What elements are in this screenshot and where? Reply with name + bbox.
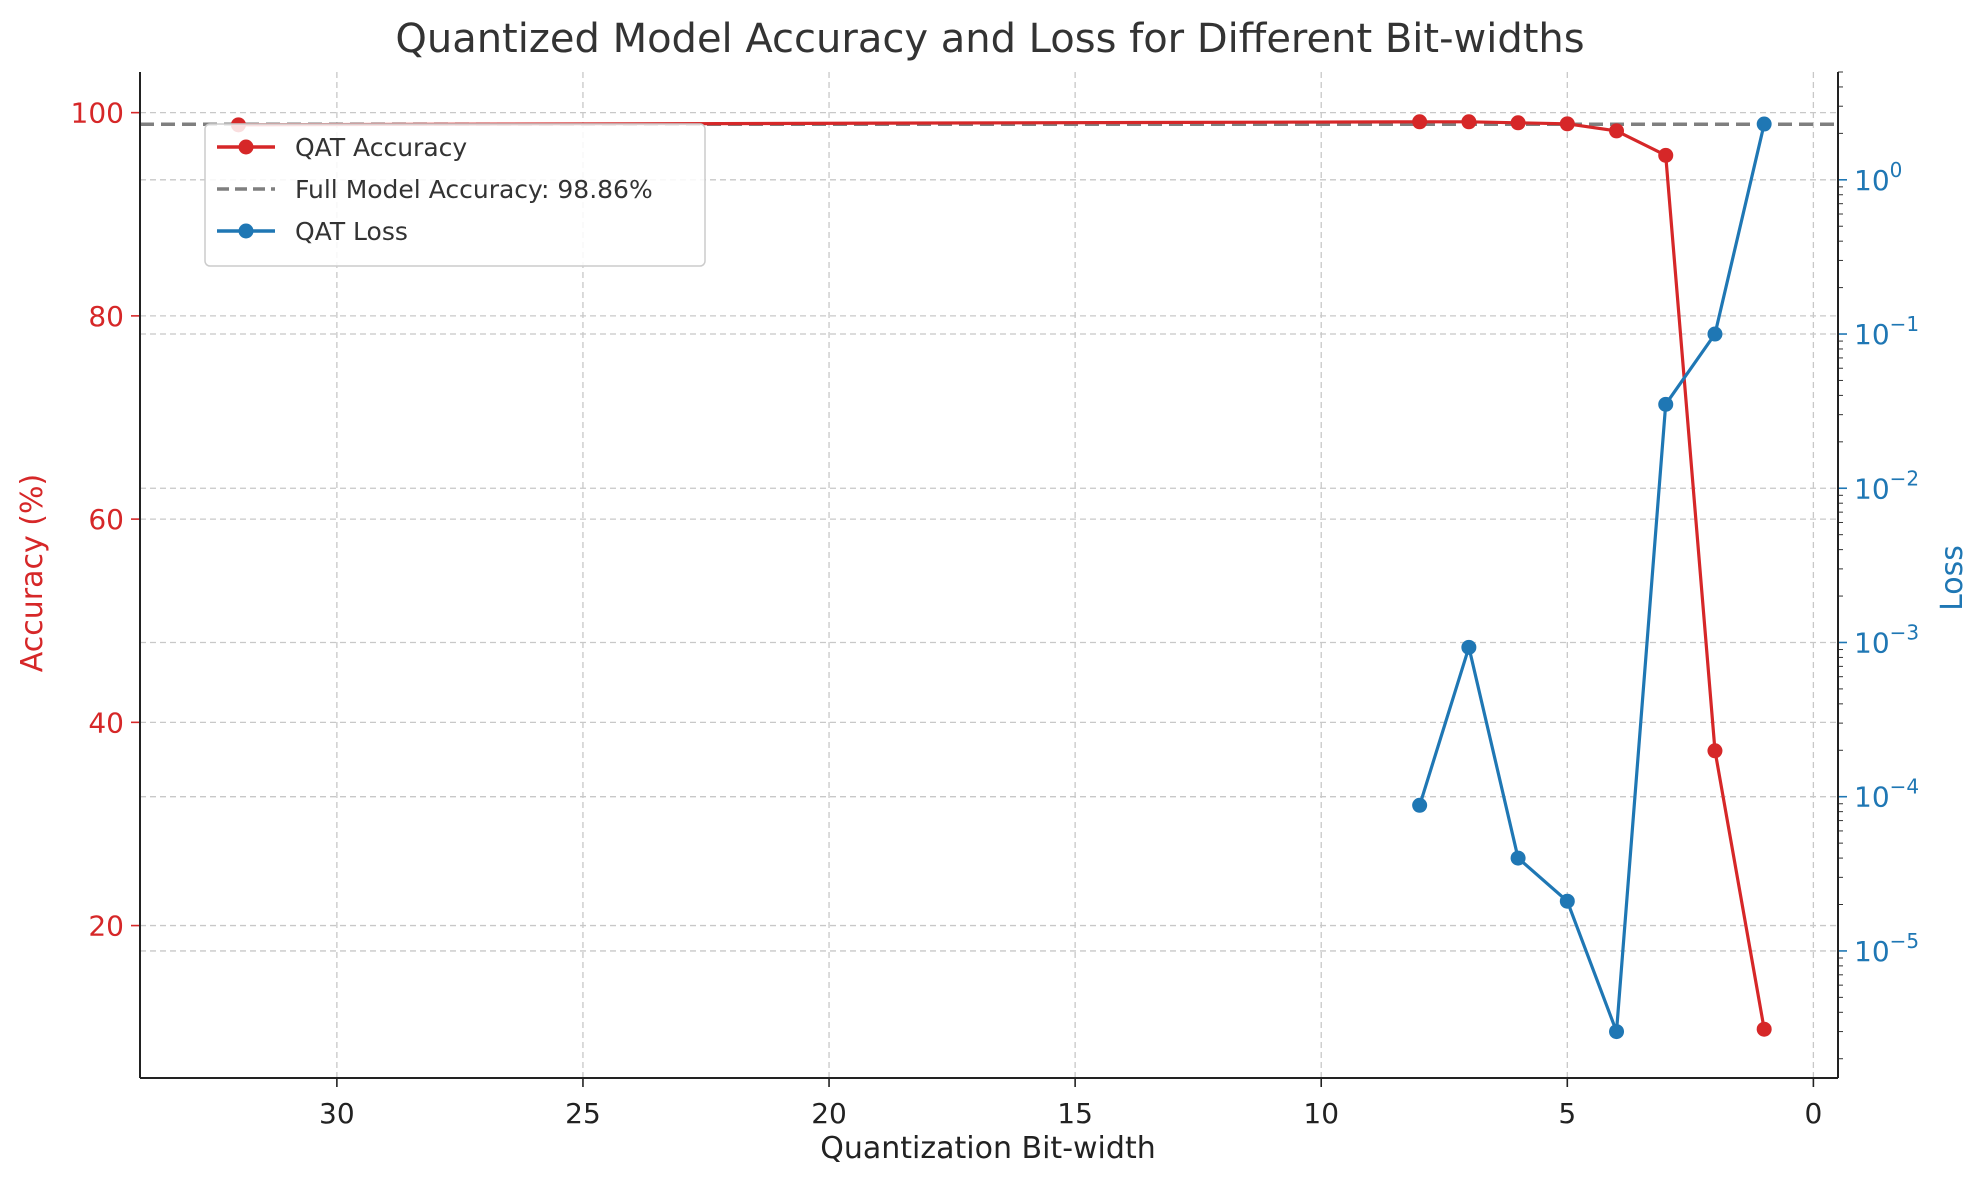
legend-swatch-marker (238, 223, 254, 239)
qat-loss-point (1461, 639, 1477, 655)
y-axis-right-label: Loss (1935, 545, 1970, 611)
x-tick-label: 15 (1057, 1097, 1093, 1130)
legend-label: Full Model Accuracy: 98.86% (295, 175, 653, 204)
chart-title: Quantized Model Accuracy and Loss for Di… (395, 16, 1584, 62)
qat-accuracy-point (1658, 147, 1674, 163)
legend: QAT Accuracy Full Model Accuracy: 98.86% Q… (204, 123, 706, 267)
x-tick-label: 20 (811, 1097, 847, 1130)
qat-loss-point (1707, 326, 1723, 342)
grid (140, 72, 1838, 1078)
qat-loss-point (1412, 797, 1428, 813)
qat-accuracy-point (1461, 114, 1477, 130)
y-right-tick-label: 10−3 (1854, 620, 1919, 659)
y-right-tick-label: 10−1 (1854, 312, 1919, 351)
qat-accuracy-point (1559, 116, 1575, 132)
qat-loss-point (1510, 850, 1526, 866)
qat-loss-point (1756, 116, 1772, 132)
qat-accuracy-point (1707, 743, 1723, 759)
qat-loss-point (1559, 893, 1575, 909)
x-tick-label: 10 (1303, 1097, 1339, 1130)
legend-label: QAT Loss (295, 217, 408, 246)
y-left-tick-label: 80 (88, 300, 124, 333)
legend-box (204, 123, 706, 267)
qat-accuracy-point (1412, 114, 1428, 130)
qat-accuracy-point (1510, 115, 1526, 131)
legend-label: QAT Accuracy (295, 133, 467, 162)
y-axis-left-label: Accuracy (%) (15, 474, 50, 672)
x-tick-label: 30 (319, 1097, 355, 1130)
y-right-tick-label: 10−5 (1854, 929, 1919, 968)
qat-loss-point (1609, 1024, 1625, 1040)
qat-loss-line (1418, 123, 1766, 1034)
axes: 30 25 20 15 10 5 0 20 40 60 80 100 10−5 10−4 10−3 10−2 1… (71, 71, 1919, 1130)
legend-swatch-marker (238, 139, 254, 155)
y-left-tick-label: 20 (88, 910, 124, 943)
x-tick-label: 5 (1558, 1097, 1576, 1130)
qat-accuracy-point (1609, 123, 1625, 139)
y-right-tick-label: 100 (1854, 158, 1902, 197)
series-layer (230, 114, 1772, 1040)
y-left-tick-label: 100 (71, 97, 124, 130)
qat-loss-point (1658, 396, 1674, 412)
y-left-tick-label: 40 (88, 706, 124, 739)
y-left-tick-label: 60 (88, 503, 124, 536)
x-tick-label: 25 (565, 1097, 601, 1130)
x-axis-label: Quantization Bit-width (820, 1131, 1155, 1166)
y-right-tick-label: 10−4 (1854, 775, 1919, 814)
y-right-tick-label: 10−2 (1854, 466, 1919, 505)
qat-accuracy-point (1756, 1021, 1772, 1037)
x-tick-label: 0 (1804, 1097, 1822, 1130)
